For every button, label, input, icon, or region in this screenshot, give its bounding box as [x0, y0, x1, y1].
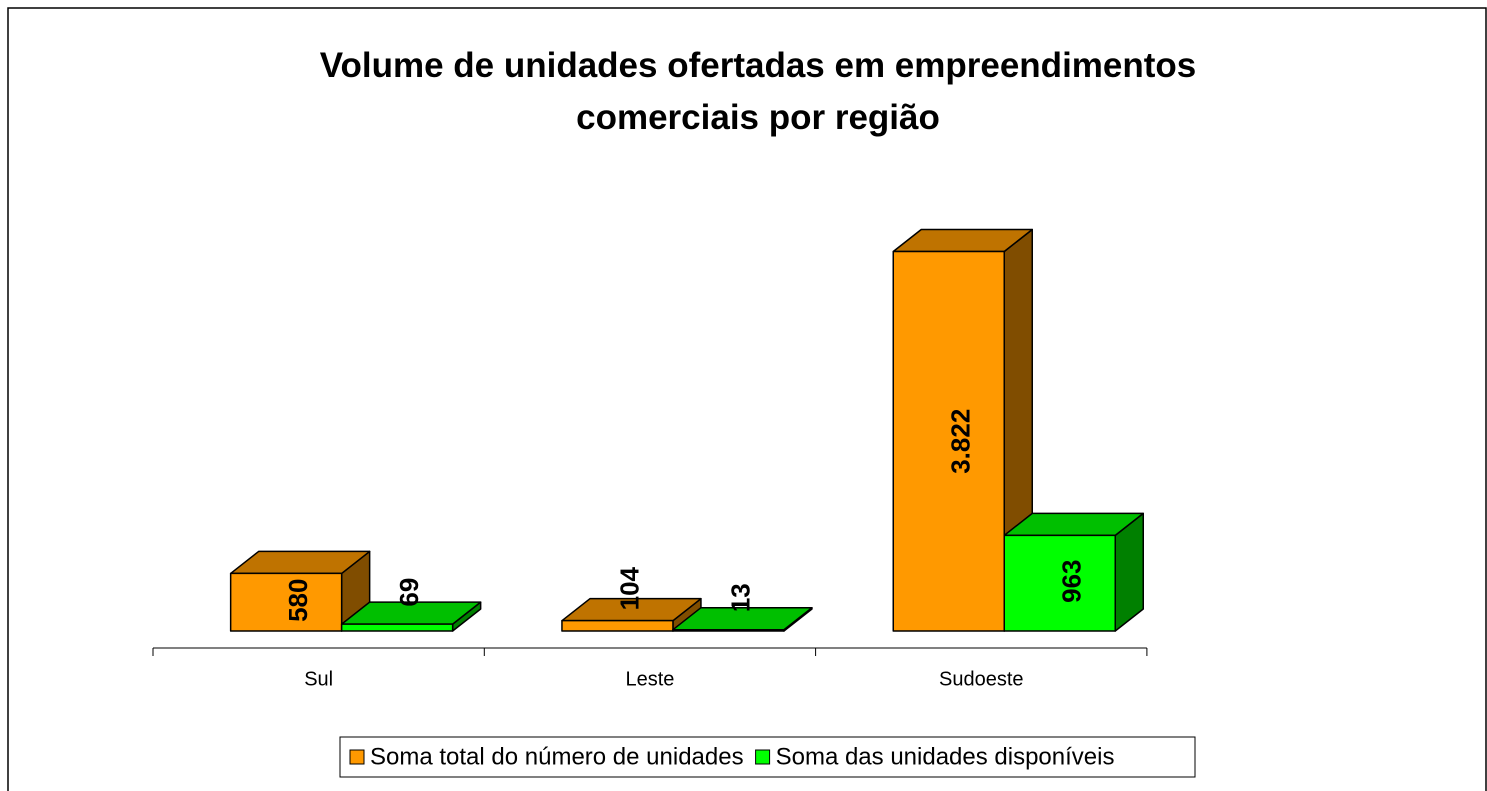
data-label: 580	[283, 579, 313, 622]
data-label: 963	[1057, 559, 1087, 602]
bar-front	[1003, 534, 1116, 632]
legend-label: Soma total do número de unidades	[370, 743, 744, 770]
x-tick-label: Sul	[304, 668, 333, 690]
bar-front	[892, 250, 1005, 632]
bar	[1003, 512, 1144, 632]
bar-front	[561, 619, 674, 632]
bar-front	[229, 572, 343, 632]
bar	[561, 597, 702, 632]
bar-front	[340, 623, 454, 632]
data-label: 3.822	[946, 409, 976, 474]
legend-swatch	[349, 749, 365, 765]
bar-front	[672, 628, 785, 632]
x-tick-label: Sudoeste	[939, 668, 1024, 690]
data-label: 69	[394, 578, 424, 607]
x-tick-label: Leste	[625, 668, 674, 690]
bar	[672, 606, 813, 632]
data-label: 13	[725, 583, 755, 612]
legend-label: Soma das unidades disponíveis	[776, 743, 1115, 770]
chart-frame	[7, 7, 1487, 791]
bar	[340, 601, 482, 632]
chart-title: Volume de unidades ofertadas em empreend…	[319, 46, 1197, 137]
data-label: 104	[614, 566, 644, 610]
legend-swatch	[755, 749, 771, 765]
